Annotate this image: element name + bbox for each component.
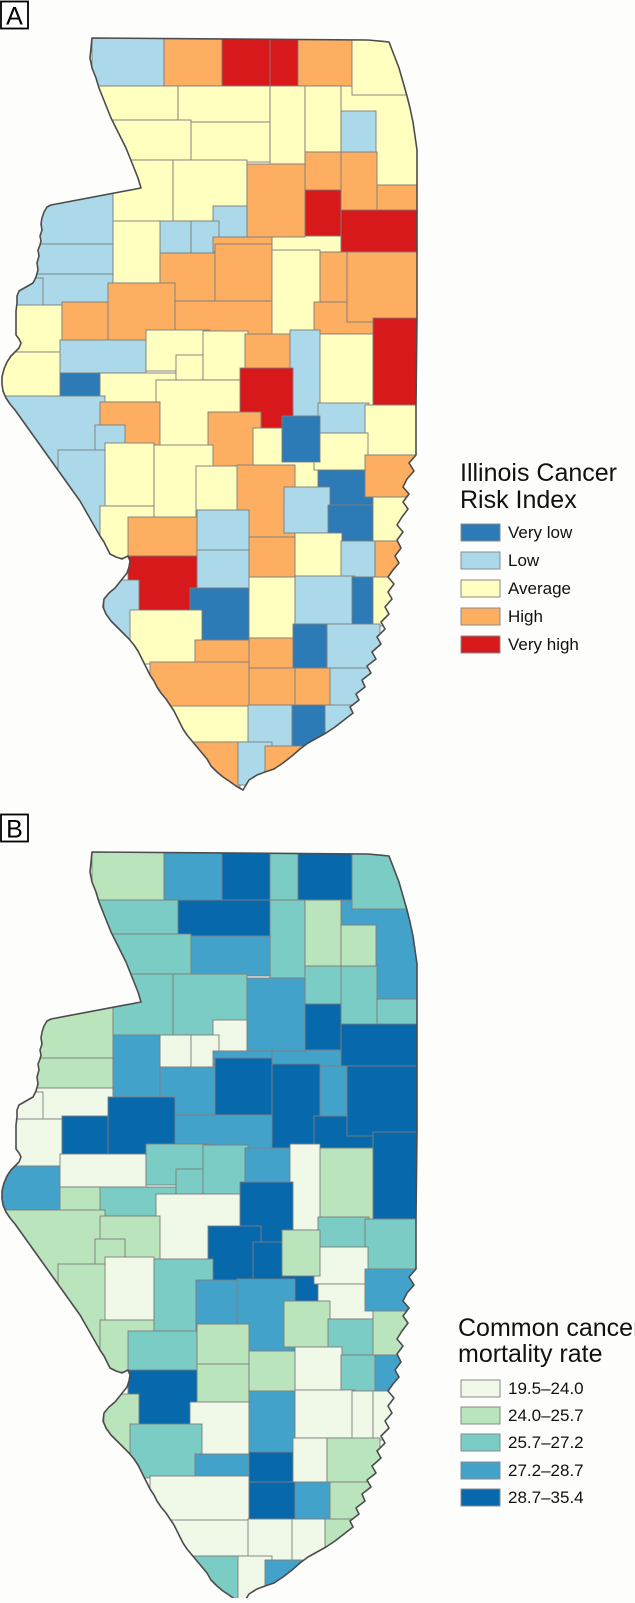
svg-text:Low: Low: [508, 551, 540, 570]
svg-text:High: High: [508, 607, 543, 626]
svg-text:A: A: [6, 3, 23, 31]
svg-text:25.7–27.2: 25.7–27.2: [508, 1433, 584, 1452]
svg-text:Illinois Cancer: Illinois Cancer: [460, 459, 617, 487]
svg-text:Common cancer: Common cancer: [458, 1314, 635, 1342]
svg-text:27.2–28.7: 27.2–28.7: [508, 1461, 584, 1480]
svg-text:Risk Index: Risk Index: [460, 486, 577, 514]
svg-text:Very low: Very low: [508, 523, 573, 542]
svg-text:mortality rate: mortality rate: [458, 1340, 602, 1368]
svg-text:28.7–35.4: 28.7–35.4: [508, 1488, 584, 1507]
svg-text:24.0–25.7: 24.0–25.7: [508, 1406, 584, 1425]
svg-text:Average: Average: [508, 579, 571, 598]
svg-text:19.5–24.0: 19.5–24.0: [508, 1379, 584, 1398]
svg-text:Very high: Very high: [508, 635, 579, 654]
svg-text:B: B: [6, 816, 23, 844]
